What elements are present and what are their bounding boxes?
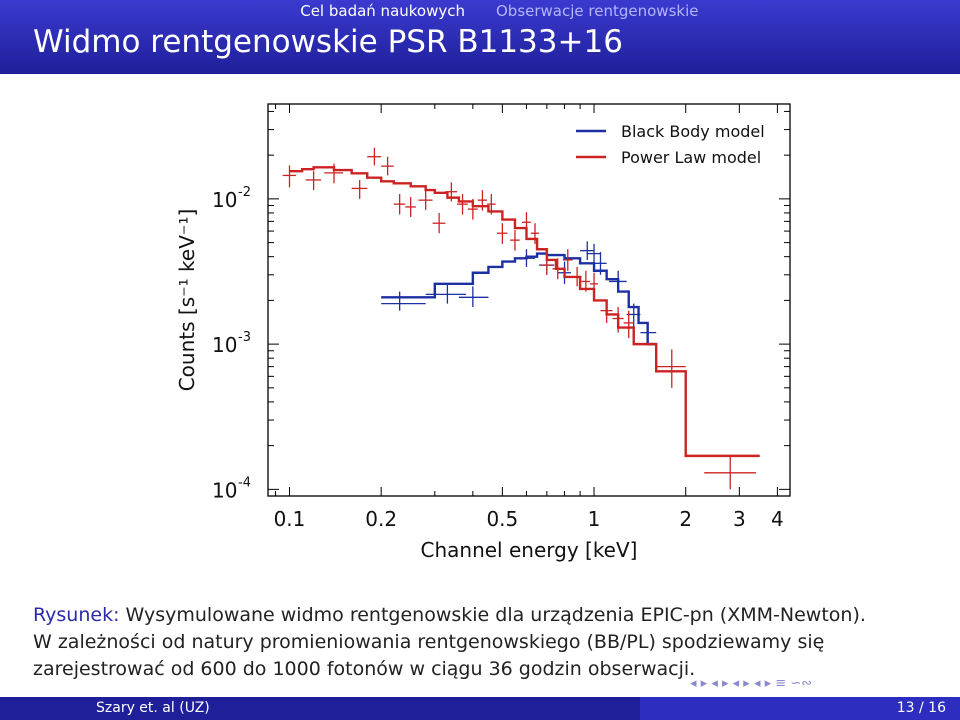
nav-section-observations[interactable]: Obserwacje rentgenowskie — [496, 2, 699, 20]
data-point — [600, 300, 613, 323]
legend-label: Black Body model — [621, 122, 765, 141]
footer-author: Szary et. al (UZ) — [96, 700, 210, 716]
data-point — [477, 190, 487, 211]
data-point — [587, 243, 601, 264]
y-tick-exponent: -3 — [238, 330, 251, 345]
data-point — [405, 197, 416, 218]
data-point — [445, 182, 458, 202]
data-point — [594, 252, 607, 275]
caption-body: W zależności od natury promieniowania re… — [33, 631, 825, 680]
x-tick-label: 4 — [771, 507, 784, 531]
data-point — [609, 270, 627, 292]
data-point — [367, 147, 382, 166]
data-point — [572, 266, 582, 287]
beamer-navigation-icons[interactable]: ◂ ▸ ◂ ▸ ◂ ▸ ◂ ▸ ≡ ∽∾ — [690, 676, 813, 691]
data-point — [640, 322, 657, 345]
y-tick-exponent: -2 — [238, 185, 251, 200]
model-step-line-blackbody — [381, 252, 657, 346]
y-tick-label: 10 — [212, 333, 237, 357]
data-point — [704, 455, 756, 490]
header-bar: Cel badań naukowych Obserwacje rentgenow… — [0, 0, 960, 74]
data-point — [467, 198, 478, 220]
x-axis-label: Channel energy [keV] — [421, 538, 638, 562]
data-point — [457, 194, 468, 215]
data-point — [552, 258, 563, 280]
slide-title: Widmo rentgenowskie PSR B1133+16 — [33, 24, 623, 60]
x-tick-label: 3 — [733, 507, 746, 531]
x-tick-label: 1 — [588, 507, 601, 531]
nav-section-goals[interactable]: Cel badań naukowych — [300, 2, 465, 20]
x-tick-label: 0.2 — [365, 507, 397, 531]
data-point — [510, 230, 520, 251]
footer-right: 13 / 16 — [640, 697, 960, 720]
x-tick-label: 0.1 — [274, 507, 306, 531]
data-point — [425, 283, 467, 304]
data-point — [623, 310, 634, 339]
data-point — [418, 190, 433, 210]
footer-left: Szary et. al (UZ) — [0, 697, 640, 720]
data-point — [541, 255, 553, 275]
y-tick-exponent: -4 — [238, 475, 251, 490]
x-tick-label: 2 — [679, 507, 692, 531]
caption-label: Rysunek: — [33, 604, 120, 626]
model-step-line-powerlaw — [289, 166, 760, 458]
data-point — [458, 286, 489, 308]
figure-caption: Rysunek: Wysymulowane widmo rentgenowski… — [33, 602, 933, 683]
caption-text: Wysymulowane widmo rentgenowskie dla urz… — [119, 604, 866, 626]
data-point — [381, 291, 426, 311]
page-number: 13 / 16 — [896, 700, 946, 716]
data-point — [530, 223, 540, 244]
data-point — [590, 272, 598, 295]
data-point — [305, 171, 322, 191]
footer-bar: Szary et. al (UZ) 13 / 16 — [0, 697, 960, 720]
data-point — [562, 249, 573, 271]
data-point — [580, 241, 595, 260]
data-point — [656, 349, 686, 388]
data-point — [496, 223, 508, 244]
data-point — [581, 270, 591, 292]
data-point — [393, 194, 406, 215]
data-point — [521, 212, 531, 234]
data-point — [486, 194, 496, 215]
x-tick-label: 0.5 — [486, 507, 518, 531]
data-point — [351, 179, 368, 199]
data-point — [432, 212, 446, 234]
data-point — [612, 307, 624, 333]
data-point — [324, 163, 344, 184]
legend-label: Power Law model — [621, 148, 761, 167]
y-tick-label: 10 — [212, 478, 237, 502]
data-point — [282, 165, 296, 188]
data-point — [381, 156, 394, 176]
y-axis-label: Counts [s⁻¹ keV⁻¹] — [175, 209, 199, 392]
data-point — [517, 249, 536, 267]
y-tick-label: 10 — [212, 188, 237, 212]
